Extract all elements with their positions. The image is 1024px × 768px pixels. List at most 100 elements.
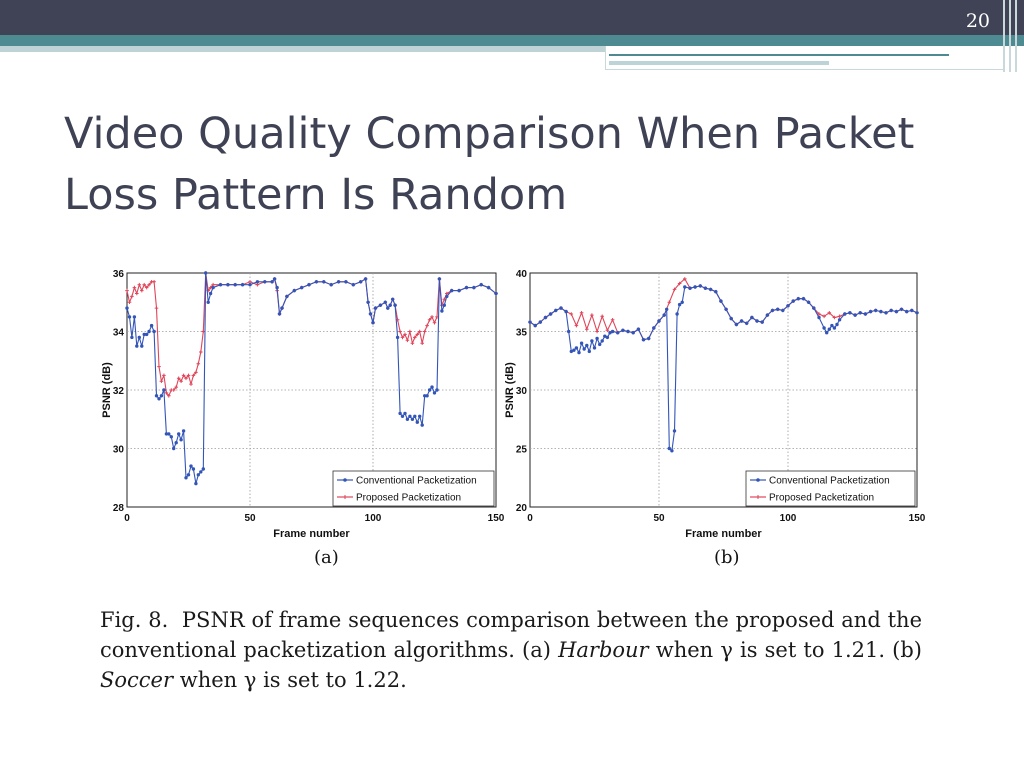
conventional-data-point: [142, 332, 146, 337]
conventional-data-point: [608, 331, 612, 335]
conventional-data-point: [435, 388, 439, 392]
proposed-data-point: [147, 282, 151, 287]
conventional-data-point: [672, 429, 677, 433]
conventional-data-point: [567, 329, 571, 334]
conventional-data-point: [405, 417, 410, 421]
proposed-data-point: [569, 312, 574, 316]
chart-a: 0 50 100 150 28 30 32 34 36 Frame number PSNR (dB)…: [101, 269, 505, 540]
conventional-data-point: [670, 449, 674, 453]
proposed-data-point: [667, 300, 672, 304]
conventional-data-point: [432, 391, 437, 395]
panel-a-label: (a): [314, 547, 339, 568]
conventional-data-point: [430, 385, 434, 389]
header-vertical-line: [1009, 0, 1011, 72]
proposed-data-point: [135, 291, 139, 296]
conventional-data-point: [152, 329, 156, 334]
header-decoration-line: [609, 61, 829, 65]
conventional-data-point: [395, 335, 400, 340]
conventional-data-point: [688, 286, 692, 290]
conventional-data-point: [843, 312, 847, 316]
conventional-data-point: [667, 446, 671, 451]
conventional-data-point: [693, 285, 697, 289]
x-axis-label: Frame number: [685, 528, 762, 540]
conventional-data-point: [125, 306, 129, 310]
conventional-data-point: [770, 308, 775, 313]
conventional-data-point: [600, 339, 604, 343]
conventional-data-point: [750, 315, 754, 320]
proposed-data-point: [410, 341, 415, 345]
conventional-data-point: [592, 346, 597, 350]
proposed-data-point: [171, 388, 176, 392]
header-vertical-line: [1003, 0, 1005, 72]
conventional-data-point: [739, 319, 744, 323]
proposed-data-point: [137, 282, 142, 287]
conventional-data-point: [400, 414, 405, 418]
proposed-data-point: [425, 323, 429, 328]
conventional-data-point: [569, 349, 573, 354]
conventional-data-point: [410, 417, 415, 421]
conventional-data-point: [403, 411, 407, 416]
y-tick-label: 36: [113, 269, 125, 280]
conventional-data-point: [179, 438, 183, 442]
conventional-data-point: [218, 283, 223, 287]
proposed-data-point: [605, 328, 610, 333]
conventional-data-point: [636, 327, 641, 331]
proposed-data-point: [211, 282, 215, 287]
conventional-data-point: [677, 302, 682, 307]
panel-b-label: (b): [714, 547, 740, 568]
proposed-data-point: [413, 335, 417, 340]
conventional-data-point: [554, 308, 558, 313]
proposed-data-point: [827, 311, 832, 315]
conventional-data-point: [791, 299, 795, 303]
proposed-data-point: [427, 318, 432, 322]
conventional-data-point: [486, 285, 491, 290]
proposed-data-point: [420, 341, 424, 345]
conventional-data-point: [915, 311, 919, 315]
proposed-data-point: [167, 394, 171, 398]
x-tick-label: 50: [244, 513, 256, 524]
proposed-data-point: [191, 373, 196, 378]
conventional-data-point: [582, 347, 586, 351]
conventional-data-point: [263, 280, 267, 284]
conventional-data-point: [848, 311, 852, 315]
conventional-data-point: [662, 313, 666, 317]
conventional-data-point: [595, 336, 599, 341]
y-axis-label: PSNR (dB): [101, 362, 113, 418]
conventional-data-point: [796, 297, 800, 301]
conventional-data-point: [605, 335, 610, 340]
conventional-data-point: [413, 414, 417, 418]
conventional-data-point: [450, 288, 454, 293]
slide-top-bar: 20: [0, 0, 1024, 35]
proposed-data-point: [130, 294, 134, 299]
caption-text-b: when γ is set to 1.22.: [179, 668, 407, 692]
figure-caption: Fig. 8. PSNR of frame sequences comparis…: [100, 605, 922, 695]
conventional-data-point: [587, 349, 591, 354]
conventional-data-point: [445, 294, 449, 299]
slide-title: Video Quality Comparison When Packet Los…: [64, 109, 915, 220]
proposed-data-point: [683, 277, 687, 281]
conventional-data-point: [894, 309, 899, 314]
conventional-data-point: [538, 320, 542, 324]
conventional-data-point: [464, 285, 469, 290]
proposed-data-point: [174, 385, 178, 389]
x-tick-label: 0: [527, 513, 533, 524]
x-tick-label: 150: [909, 513, 926, 524]
conventional-data-point: [329, 283, 333, 287]
proposed-data-point: [398, 329, 402, 334]
conventional-data-point: [418, 414, 422, 418]
conventional-data-point: [494, 291, 498, 296]
conventional-data-point: [373, 306, 378, 310]
proposed-data-point: [125, 288, 129, 293]
conventional-data-point: [528, 320, 532, 324]
conventional-data-point: [172, 446, 176, 451]
conventional-data-point: [189, 464, 193, 468]
conventional-data-point: [440, 309, 444, 313]
conventional-data-point: [652, 326, 656, 330]
proposed-data-point: [430, 315, 434, 319]
conventional-data-point: [132, 315, 137, 319]
conventional-data-point: [371, 321, 375, 325]
conventional-data-point: [280, 306, 284, 310]
conventional-data-point: [408, 414, 412, 418]
proposed-data-point: [176, 376, 181, 381]
proposed-data-point: [189, 382, 193, 386]
